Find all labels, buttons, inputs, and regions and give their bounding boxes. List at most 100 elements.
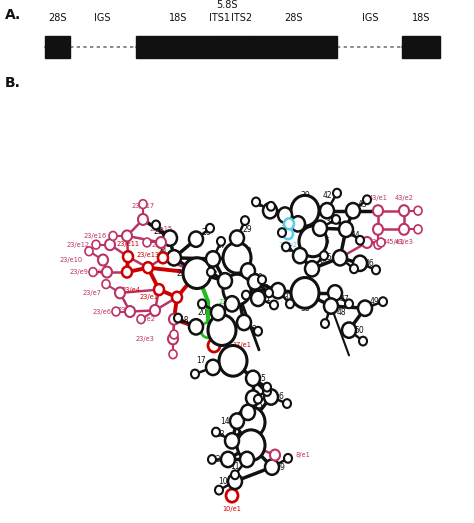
Circle shape	[248, 274, 262, 290]
Circle shape	[98, 255, 108, 266]
Circle shape	[353, 256, 367, 271]
Circle shape	[299, 226, 327, 257]
Text: 23/e13: 23/e13	[137, 252, 159, 257]
Circle shape	[230, 231, 244, 246]
Circle shape	[169, 350, 177, 359]
Circle shape	[271, 283, 285, 298]
Circle shape	[283, 228, 293, 239]
Circle shape	[105, 239, 115, 250]
Text: 23/e11: 23/e11	[117, 241, 139, 246]
Circle shape	[377, 238, 385, 247]
Text: 34: 34	[317, 258, 327, 267]
Text: 22: 22	[208, 270, 218, 279]
Circle shape	[342, 323, 356, 338]
Circle shape	[89, 268, 97, 277]
Circle shape	[414, 225, 422, 234]
Text: 18: 18	[179, 316, 189, 325]
Circle shape	[258, 275, 266, 284]
Text: 23/ab1: 23/ab1	[219, 299, 242, 304]
Text: ITS1: ITS1	[209, 13, 230, 23]
Text: 11: 11	[230, 461, 240, 471]
Text: 40: 40	[268, 204, 278, 213]
Text: 27: 27	[216, 241, 226, 251]
Text: 12: 12	[211, 455, 221, 464]
Circle shape	[282, 243, 290, 251]
Circle shape	[206, 360, 220, 375]
Text: 33: 33	[300, 304, 310, 313]
Circle shape	[143, 262, 153, 273]
Text: 28S: 28S	[48, 13, 67, 23]
Bar	[249, 37, 337, 58]
Text: 1: 1	[265, 294, 270, 303]
Circle shape	[226, 489, 238, 502]
Text: 43: 43	[358, 200, 368, 209]
Text: 19: 19	[227, 326, 237, 335]
Circle shape	[143, 238, 151, 247]
Circle shape	[169, 314, 179, 325]
Text: 43/e3: 43/e3	[394, 240, 413, 245]
Text: 44: 44	[351, 231, 361, 241]
Text: 3: 3	[252, 325, 256, 334]
Circle shape	[267, 202, 275, 211]
Text: 25: 25	[153, 227, 163, 236]
Text: 23/e1: 23/e1	[139, 294, 158, 300]
Circle shape	[350, 265, 358, 273]
Text: 35: 35	[283, 245, 293, 254]
Circle shape	[358, 301, 372, 316]
Circle shape	[102, 267, 112, 278]
Circle shape	[208, 339, 220, 352]
Text: A.: A.	[5, 8, 21, 22]
Circle shape	[125, 306, 135, 317]
Circle shape	[215, 486, 223, 495]
Circle shape	[263, 383, 271, 392]
Circle shape	[324, 298, 338, 314]
Text: 18S: 18S	[168, 13, 187, 23]
Circle shape	[372, 266, 380, 274]
Circle shape	[191, 370, 199, 378]
Circle shape	[286, 300, 294, 308]
Circle shape	[201, 323, 215, 338]
Circle shape	[291, 216, 305, 232]
Text: 37: 37	[281, 219, 291, 229]
Text: 23/e2: 23/e2	[137, 316, 155, 322]
Text: 20: 20	[197, 308, 207, 317]
Text: 42: 42	[322, 191, 332, 200]
Bar	[219, 37, 227, 58]
Circle shape	[333, 250, 347, 266]
Circle shape	[223, 243, 251, 273]
Text: 43/e2: 43/e2	[394, 195, 413, 200]
Circle shape	[305, 261, 319, 277]
Circle shape	[359, 337, 367, 346]
Circle shape	[291, 278, 319, 308]
Circle shape	[207, 268, 215, 277]
Text: 36: 36	[320, 237, 330, 246]
Circle shape	[246, 390, 260, 406]
Text: 6: 6	[279, 392, 283, 402]
Circle shape	[332, 215, 340, 224]
Circle shape	[217, 237, 225, 246]
Text: 26: 26	[201, 228, 211, 237]
Circle shape	[115, 288, 125, 298]
Circle shape	[399, 205, 409, 216]
Circle shape	[219, 346, 247, 376]
Text: 13: 13	[215, 430, 225, 439]
Circle shape	[263, 203, 277, 219]
Circle shape	[356, 236, 364, 245]
Circle shape	[241, 216, 249, 225]
Text: 43/e1: 43/e1	[369, 195, 387, 200]
Circle shape	[362, 237, 372, 248]
Circle shape	[189, 232, 203, 247]
Bar	[46, 37, 70, 58]
Bar	[136, 37, 219, 58]
Text: 23/e3: 23/e3	[136, 336, 155, 342]
Text: 23/e12: 23/e12	[66, 242, 90, 248]
Circle shape	[237, 430, 265, 461]
Circle shape	[313, 221, 327, 236]
Circle shape	[221, 452, 235, 467]
Circle shape	[240, 452, 254, 467]
Bar	[227, 37, 234, 58]
Text: 23/e7: 23/e7	[82, 290, 101, 296]
Text: ITS2: ITS2	[231, 13, 252, 23]
Circle shape	[379, 297, 387, 306]
Text: 9: 9	[280, 463, 284, 472]
